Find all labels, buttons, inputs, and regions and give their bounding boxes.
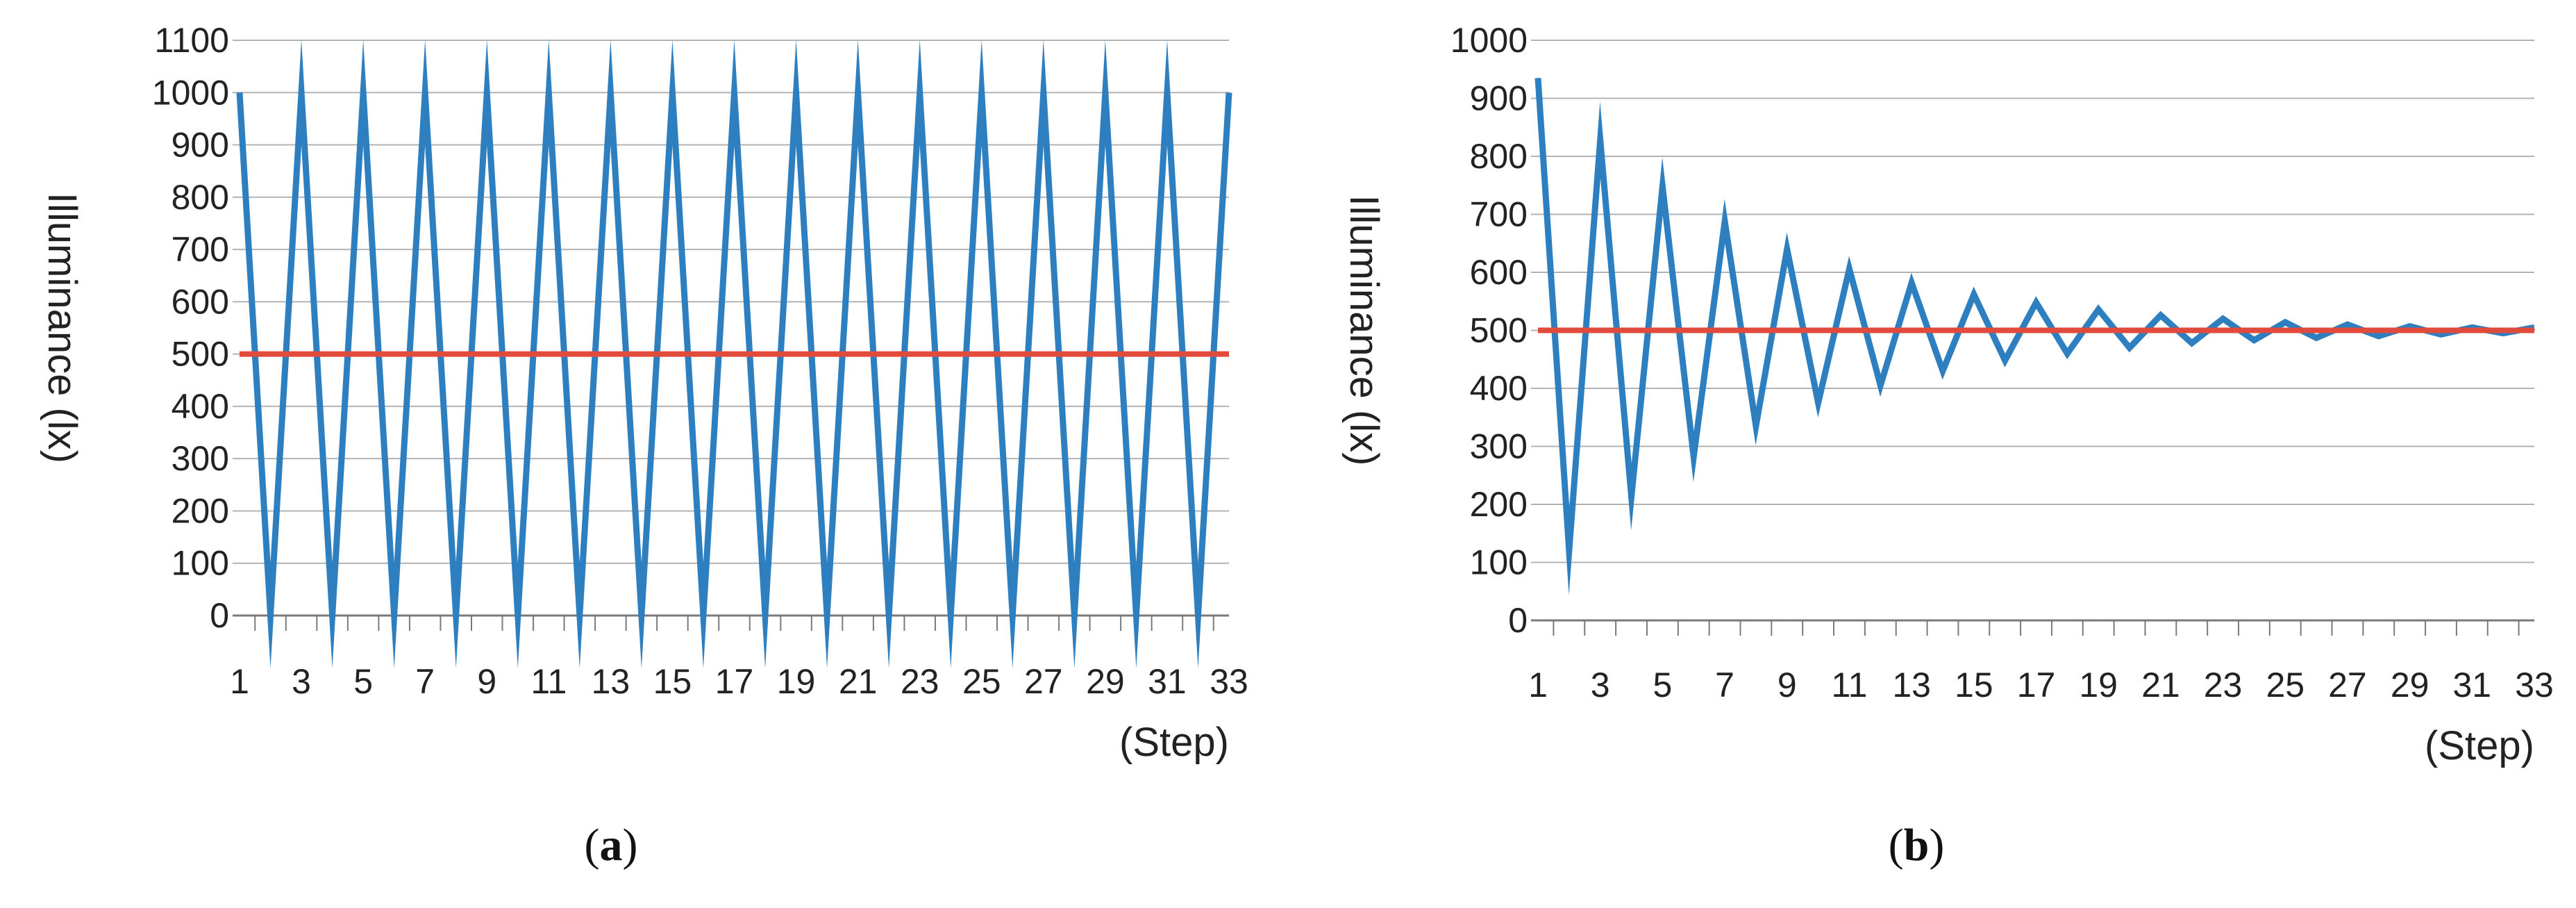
x-tick-label: 33 (2515, 666, 2554, 704)
y-tick-label: 900 (172, 126, 229, 165)
y-tick-label: 1000 (1450, 21, 1528, 60)
y-axis-label: Illuminance (lx) (1341, 195, 1387, 466)
measured-illuminance-line (236, 40, 1232, 669)
y-tick-label: 400 (1470, 369, 1528, 408)
panel-caption: (b) (1889, 820, 1945, 870)
x-tick-label: 9 (1778, 666, 1797, 704)
x-tick-label: 33 (1210, 662, 1248, 701)
x-tick-label: 15 (653, 662, 692, 701)
x-axis-label: (Step) (1119, 720, 1229, 765)
x-tick-label: 11 (530, 662, 567, 701)
x-tick-label: 5 (353, 662, 373, 701)
measured-illuminance-line (1534, 77, 2535, 595)
y-tick-label: 800 (1470, 137, 1528, 176)
x-tick-label: 23 (2204, 666, 2243, 704)
x-tick-label: 25 (2266, 666, 2305, 704)
x-tick-label: 1 (1528, 666, 1548, 704)
x-tick-label: 19 (777, 662, 816, 701)
y-tick-label: 200 (1470, 485, 1528, 524)
caption-close-paren: ) (623, 820, 638, 870)
x-tick-label: 11 (1831, 666, 1867, 704)
x-tick-label: 25 (962, 662, 1001, 701)
y-tick-label: 0 (210, 596, 229, 635)
y-tick-label: 600 (172, 282, 229, 321)
caption-open-paren: ( (585, 820, 600, 870)
x-tick-label: 21 (839, 662, 878, 701)
x-axis-label: (Step) (2425, 723, 2534, 768)
x-tick-label: 13 (1892, 666, 1931, 704)
x-tick-label: 23 (901, 662, 939, 701)
y-tick-label: 1000 (152, 73, 229, 112)
x-tick-label: 5 (1653, 666, 1672, 704)
x-tick-label: 31 (1148, 662, 1187, 701)
y-tick-label: 100 (172, 544, 229, 583)
y-axis-label: Illuminance (lx) (40, 192, 85, 463)
x-tick-label: 29 (1086, 662, 1125, 701)
x-tick-label: 29 (2391, 666, 2429, 704)
x-tick-label: 17 (2017, 666, 2056, 704)
y-tick-label: 700 (172, 230, 229, 269)
x-tick-label: 27 (1024, 662, 1063, 701)
x-tick-label: 27 (2328, 666, 2367, 704)
y-tick-label: 1100 (154, 21, 229, 60)
caption-letter: a (600, 820, 623, 870)
x-tick-label: 3 (1591, 666, 1610, 704)
x-tick-label: 15 (1955, 666, 1993, 704)
y-tick-label: 300 (172, 439, 229, 478)
x-tick-label: 31 (2453, 666, 2492, 704)
x-tick-label: 7 (1715, 666, 1734, 704)
y-tick-label: 0 (1508, 601, 1528, 640)
x-tick-label: 1 (230, 662, 249, 701)
caption-open-paren: ( (1889, 820, 1904, 870)
x-tick-label: 19 (2079, 666, 2118, 704)
y-tick-label: 100 (1470, 543, 1528, 582)
y-tick-label: 900 (1470, 79, 1528, 118)
caption-letter: b (1904, 820, 1930, 870)
x-tick-label: 21 (2141, 666, 2180, 704)
x-tick-label: 7 (415, 662, 435, 701)
x-tick-label: 9 (477, 662, 496, 701)
y-tick-label: 200 (172, 491, 229, 530)
x-tick-label: 13 (592, 662, 630, 701)
panel-caption: (a) (585, 820, 638, 870)
y-tick-label: 700 (1470, 195, 1528, 234)
y-tick-label: 500 (172, 335, 229, 374)
x-tick-label: 3 (292, 662, 311, 701)
y-tick-label: 400 (172, 387, 229, 426)
y-tick-label: 500 (1470, 311, 1528, 350)
x-tick-label: 17 (715, 662, 754, 701)
caption-close-paren: ) (1929, 820, 1944, 870)
y-tick-label: 800 (172, 178, 229, 217)
y-tick-label: 600 (1470, 253, 1528, 292)
y-tick-label: 300 (1470, 427, 1528, 466)
